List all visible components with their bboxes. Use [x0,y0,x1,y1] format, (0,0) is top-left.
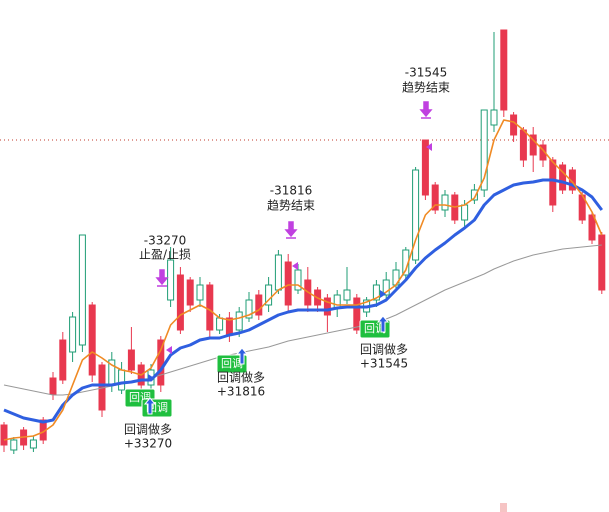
candle-body [598,234,606,291]
candle-body [206,284,214,331]
annotation: 回调做多 [217,370,265,385]
candle-body [519,129,527,161]
moving-average [3,178,603,424]
candle-body [500,29,508,111]
badge-text: 回调 [221,357,243,370]
annotation: -31816 [270,184,313,198]
candle-body [118,369,126,391]
candle-body [510,114,518,136]
candle-body [29,439,37,449]
candle-body [323,297,331,316]
exit-marker [166,143,432,354]
candle-body [186,279,194,306]
annotation: -31545 [405,66,448,80]
candle-body [559,164,567,191]
exit-arrow [419,101,433,119]
candle-body [412,169,420,261]
annotation: +31545 [360,357,408,371]
moving-average [3,244,602,396]
candle-body [431,184,439,211]
candle-body [353,297,361,331]
candle-body [196,284,204,301]
candle-body [470,189,478,201]
candle-body [167,259,175,301]
candle-body [49,377,57,395]
annotation: -33270 [144,234,187,248]
candle-body [421,139,429,196]
candle-body [127,349,135,371]
candle-body [588,214,596,241]
candle-body [549,159,557,206]
exit-arrow [155,269,169,287]
candle-body [529,134,537,156]
candle-body [216,317,224,331]
candle-body [274,254,282,291]
entry-arrow [235,347,249,365]
candle-body [157,339,165,386]
annotation: 回调做多 [360,342,408,357]
candle-body [69,316,77,353]
candle-body [490,109,498,126]
candle-body [372,284,380,301]
candle-body [265,284,273,306]
annotation: 趋势结束 [402,81,450,95]
annotation: 止盈/止损 [139,248,191,262]
candle-body [333,294,341,309]
candle-body [235,311,243,331]
candle-body [245,299,253,319]
annotations: -33270 止盈/止损 回调做多 +33270 -31816 趋势结束 回调做… [124,66,450,451]
badges: 回调 回调 回调 回调 [124,315,391,418]
candle-body [284,261,292,306]
candle-body [0,424,8,446]
candle-body [88,304,96,376]
candle-body [59,339,67,381]
annotation: +33270 [124,437,172,451]
candle-body [461,204,469,221]
candle-body [78,234,86,346]
candle-body [10,439,18,451]
candle-body [382,279,390,296]
moving-average [3,119,603,441]
candle-body [480,109,488,191]
exit-arrow [284,221,298,239]
marker [500,503,507,512]
candle-body [441,194,449,211]
plot-area [0,29,609,454]
annotation: 趋势结束 [267,199,315,213]
annotation: +31816 [217,385,265,399]
candle-body [176,274,184,331]
annotation: 回调做多 [124,422,172,437]
candle-body [255,294,263,316]
entry-arrow [376,315,390,333]
entry-arrow [143,397,157,415]
candle-body [343,289,351,301]
signal-icons [148,101,507,512]
